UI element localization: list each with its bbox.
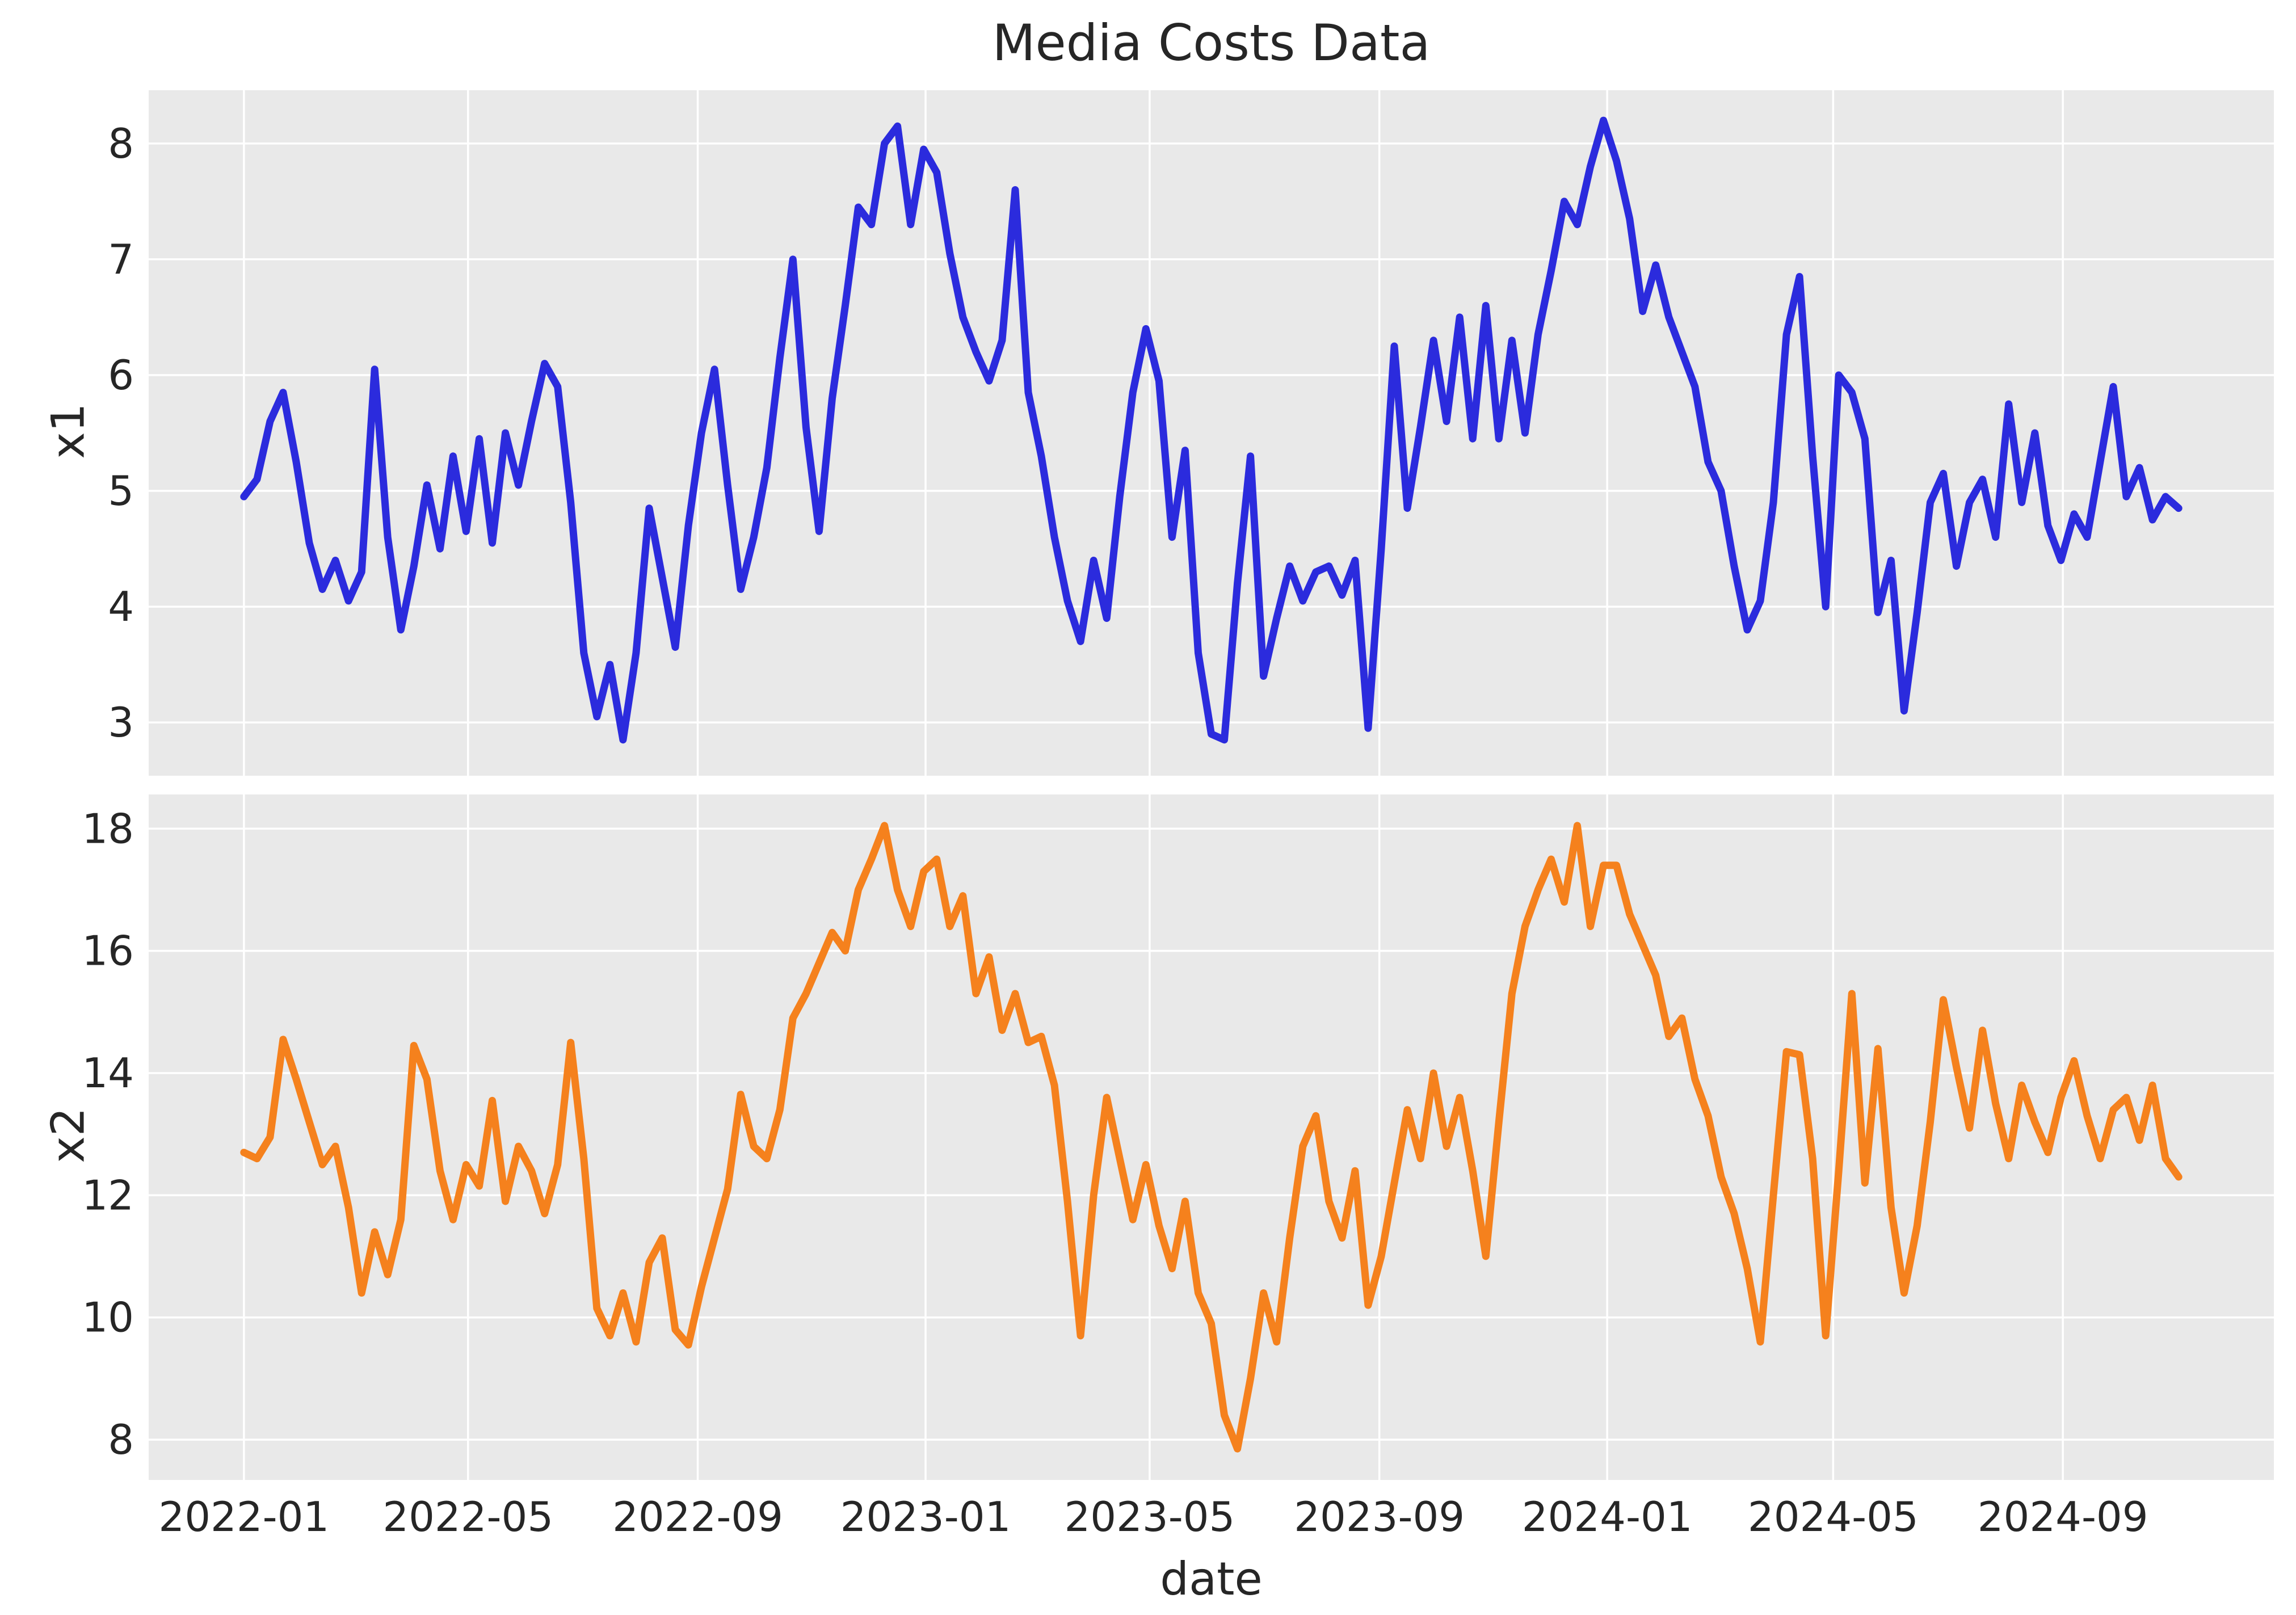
chart-title: Media Costs Data xyxy=(992,14,1431,72)
xtick-label: 2023-05 xyxy=(1064,1493,1235,1541)
x1-ytick-label: 4 xyxy=(108,583,134,630)
x1-ytick-label: 5 xyxy=(108,467,134,515)
x2-series-line xyxy=(240,822,2183,1453)
xtick-label: 2023-09 xyxy=(1294,1493,1465,1541)
x2-plot-area xyxy=(149,794,2274,1480)
x1-ytick-label: 8 xyxy=(108,120,134,167)
x2-ytick-label: 8 xyxy=(108,1416,134,1463)
x1-ytick-label: 3 xyxy=(108,699,134,746)
xtick-label: 2024-01 xyxy=(1522,1493,1693,1541)
y-axis-label-x1: x1 xyxy=(41,403,95,459)
xtick-label: 2022-01 xyxy=(158,1493,329,1541)
xtick-label: 2023-01 xyxy=(840,1493,1011,1541)
x1-series-line xyxy=(240,116,2183,744)
x2-ytick-label: 12 xyxy=(82,1171,134,1219)
xtick-label: 2022-05 xyxy=(382,1493,553,1541)
x2-ytick-label: 18 xyxy=(82,805,134,852)
y-axis-label-x2: x2 xyxy=(41,1107,95,1163)
x2-ytick-label: 14 xyxy=(82,1049,134,1097)
xtick-label: 2024-09 xyxy=(1978,1493,2148,1541)
xtick-label: 2024-05 xyxy=(1748,1493,1919,1541)
x1-ytick-label: 6 xyxy=(108,351,134,399)
x1-ytick-label: 7 xyxy=(108,235,134,283)
x2-ytick-label: 16 xyxy=(82,927,134,975)
xtick-label: 2022-09 xyxy=(612,1493,783,1541)
x-axis-label: date xyxy=(1160,1553,1263,1605)
x2-ytick-label: 10 xyxy=(82,1294,134,1341)
